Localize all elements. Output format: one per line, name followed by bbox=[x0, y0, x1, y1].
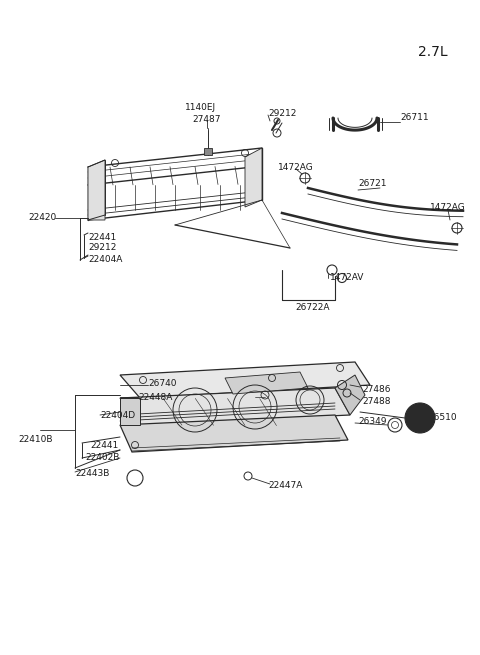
Text: 22402B: 22402B bbox=[85, 453, 120, 462]
Text: 26349: 26349 bbox=[358, 417, 386, 426]
Text: 27486: 27486 bbox=[362, 386, 391, 394]
Text: 22441: 22441 bbox=[90, 441, 118, 449]
Polygon shape bbox=[88, 160, 105, 220]
Polygon shape bbox=[225, 372, 308, 394]
Circle shape bbox=[405, 403, 435, 433]
Polygon shape bbox=[120, 388, 350, 425]
Text: 1472AG: 1472AG bbox=[430, 204, 466, 212]
Text: 26510: 26510 bbox=[428, 413, 456, 422]
Text: 1140EJ: 1140EJ bbox=[185, 103, 216, 113]
Text: 22410B: 22410B bbox=[18, 436, 52, 445]
Text: 22447A: 22447A bbox=[268, 481, 302, 491]
Text: 1472AV: 1472AV bbox=[330, 274, 364, 282]
Text: 22404A: 22404A bbox=[88, 255, 122, 265]
Text: 26740: 26740 bbox=[148, 379, 177, 388]
Text: 22448A: 22448A bbox=[138, 392, 172, 402]
Polygon shape bbox=[335, 375, 365, 415]
Text: 29212: 29212 bbox=[88, 244, 116, 252]
Text: 27488: 27488 bbox=[362, 398, 391, 407]
Text: 26722A: 26722A bbox=[295, 303, 329, 312]
Text: 22420: 22420 bbox=[28, 214, 56, 223]
Polygon shape bbox=[120, 398, 140, 425]
Polygon shape bbox=[120, 415, 348, 452]
Text: 1472AG: 1472AG bbox=[278, 162, 314, 172]
Text: 29212: 29212 bbox=[268, 109, 296, 117]
Text: 22441: 22441 bbox=[88, 233, 116, 242]
Text: 27487: 27487 bbox=[192, 115, 220, 124]
Text: 26721: 26721 bbox=[358, 179, 386, 187]
Polygon shape bbox=[204, 148, 212, 155]
Text: 22443B: 22443B bbox=[75, 468, 109, 477]
Text: 22404D: 22404D bbox=[100, 411, 135, 419]
Polygon shape bbox=[120, 362, 370, 398]
Polygon shape bbox=[245, 148, 262, 207]
Text: 2.7L: 2.7L bbox=[418, 45, 448, 59]
Text: 26711: 26711 bbox=[400, 113, 429, 122]
